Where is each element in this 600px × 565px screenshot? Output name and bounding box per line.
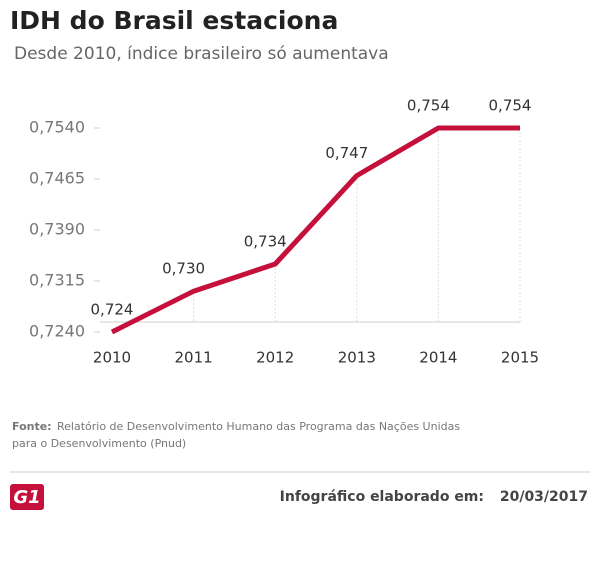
source-text: Relatório de Desenvolvimento Humano das … <box>57 420 460 433</box>
y-tick-label: 0,7465 <box>29 169 85 188</box>
data-label: 0,734 <box>244 233 287 251</box>
data-label: 0,754 <box>489 97 532 115</box>
x-tick-label: 2014 <box>419 349 457 367</box>
x-tick-label: 2013 <box>338 349 376 367</box>
x-tick-label: 2015 <box>501 349 539 367</box>
x-tick-label: 2010 <box>93 349 131 367</box>
x-tick-label: 2012 <box>256 349 294 367</box>
chart-title: IDH do Brasil estaciona <box>10 6 338 35</box>
y-tick-label: 0,7315 <box>29 271 85 290</box>
y-tick-label: 0,7390 <box>29 220 85 239</box>
data-label: 0,747 <box>325 144 368 162</box>
source-text: para o Desenvolvimento (Pnud) <box>12 437 186 450</box>
x-tick-label: 2011 <box>175 349 213 367</box>
chart-subtitle: Desde 2010, índice brasileiro só aumenta… <box>14 44 389 64</box>
data-label: 0,724 <box>91 301 134 319</box>
y-tick-label: 0,7540 <box>29 118 85 137</box>
date: 20/03/2017 <box>500 489 588 505</box>
source-label: Fonte: <box>12 420 52 433</box>
logo-box <box>10 484 44 510</box>
data-label: 0,730 <box>162 260 205 278</box>
data-line <box>110 125 520 335</box>
y-tick-label: 0,7240 <box>29 322 85 341</box>
logo: G1 <box>13 487 40 508</box>
credit: Infográfico elaborado em: <box>280 489 484 505</box>
data-label: 0,754 <box>407 97 450 115</box>
